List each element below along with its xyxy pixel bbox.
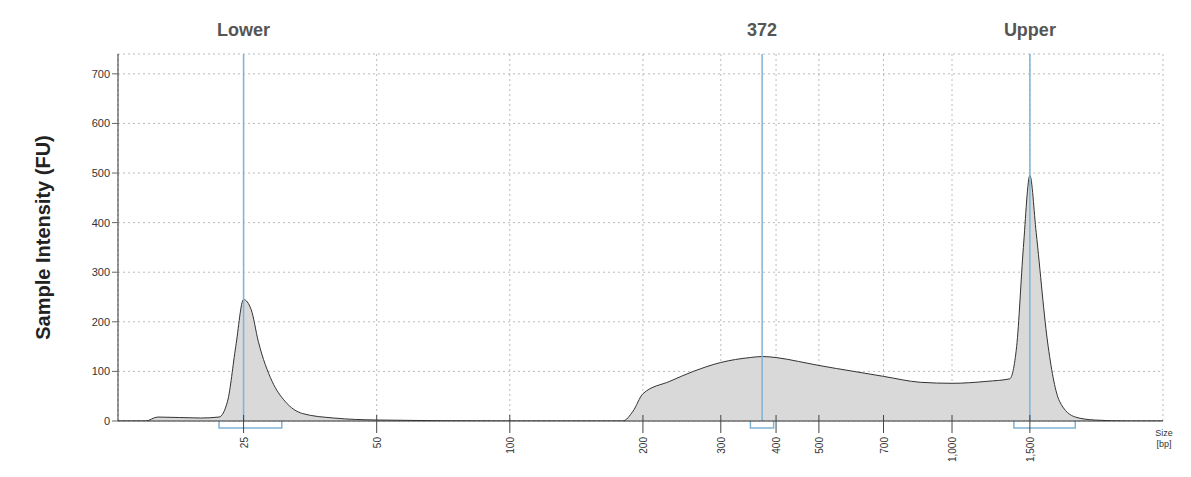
svg-text:600: 600	[92, 117, 110, 129]
svg-text:372: 372	[747, 20, 777, 40]
svg-text:700: 700	[92, 68, 110, 80]
svg-text:100: 100	[505, 437, 516, 454]
svg-text:Upper: Upper	[1004, 20, 1056, 40]
svg-text:500: 500	[92, 167, 110, 179]
svg-text:1,500: 1,500	[1025, 437, 1036, 462]
svg-text:Sample Intensity (FU): Sample Intensity (FU)	[32, 135, 54, 339]
svg-text:0: 0	[104, 415, 110, 427]
svg-text:25: 25	[239, 437, 250, 449]
svg-text:300: 300	[92, 266, 110, 278]
svg-text:Lower: Lower	[217, 20, 270, 40]
svg-text:100: 100	[92, 365, 110, 377]
html-text:Size [bp]: Size [bp]	[1155, 428, 1173, 449]
svg-text:400: 400	[92, 217, 110, 229]
svg-text:700: 700	[879, 437, 890, 454]
svg-text:300: 300	[716, 437, 727, 454]
svg-text:1,000: 1,000	[947, 437, 958, 462]
svg-text:200: 200	[92, 316, 110, 328]
svg-text:500: 500	[814, 437, 825, 454]
svg-text:50: 50	[372, 437, 383, 449]
svg-text:200: 200	[638, 437, 649, 454]
svg-text:400: 400	[771, 437, 782, 454]
